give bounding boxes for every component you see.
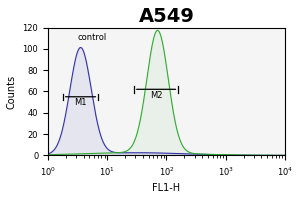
- Y-axis label: Counts: Counts: [7, 74, 17, 109]
- Text: M2: M2: [150, 91, 162, 100]
- X-axis label: FL1-H: FL1-H: [152, 183, 181, 193]
- Text: control: control: [78, 33, 107, 42]
- Title: A549: A549: [139, 7, 194, 26]
- Text: M1: M1: [74, 98, 87, 107]
